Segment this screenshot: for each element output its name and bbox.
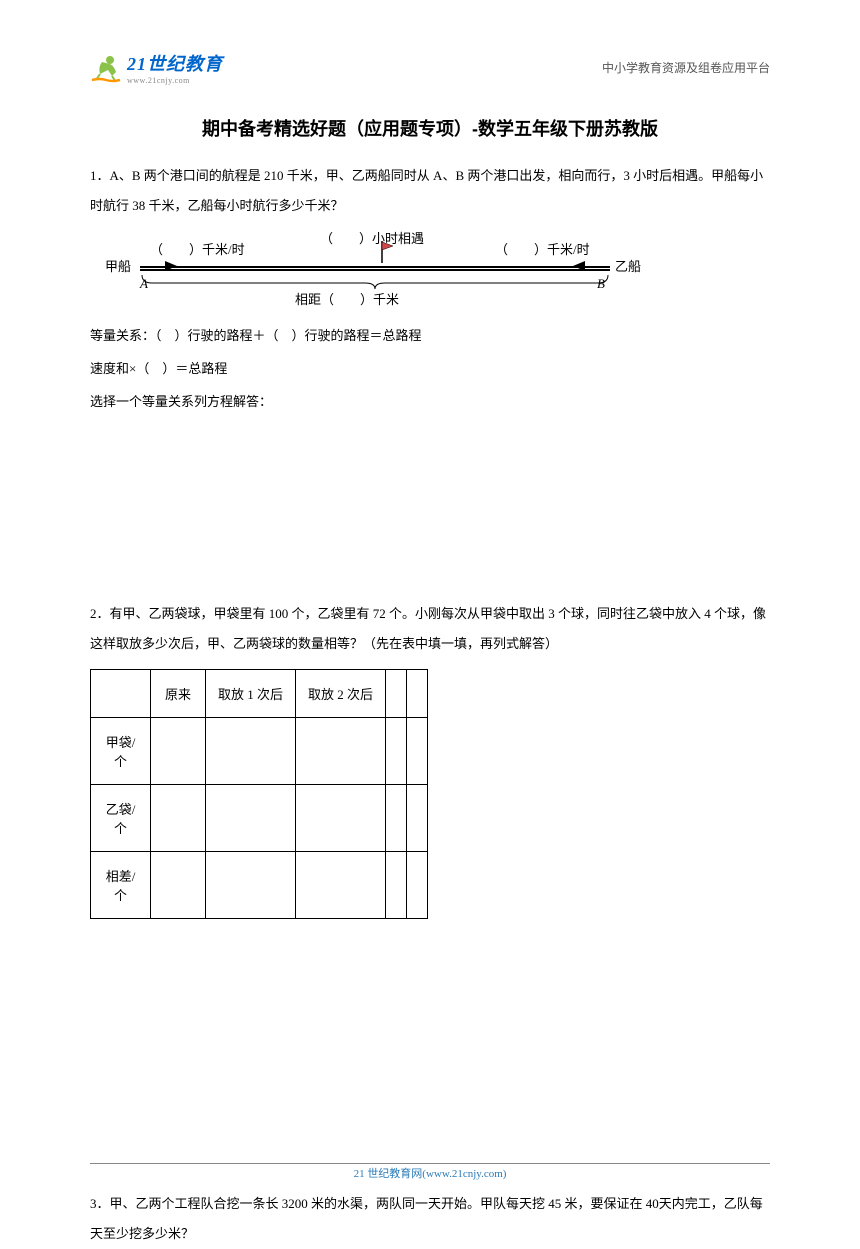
page-title: 期中备考精选好题（应用题专项）-数学五年级下册苏教版 <box>90 115 770 141</box>
table-cell <box>151 718 206 785</box>
table-header-4 <box>386 670 407 718</box>
table-header-0 <box>91 670 151 718</box>
table-row: 乙袋/个 <box>91 785 428 852</box>
diagram-ship-a: 甲船 <box>105 256 131 275</box>
table-header-row: 原来 取放 1 次后 取放 2 次后 <box>91 670 428 718</box>
table-header-1: 原来 <box>151 670 206 718</box>
table-cell <box>386 718 407 785</box>
arrow-right-icon <box>165 261 177 271</box>
table-cell <box>407 718 428 785</box>
table-row: 甲袋/个 <box>91 718 428 785</box>
arrow-left-icon <box>573 261 585 271</box>
table-cell <box>206 852 296 919</box>
question-2: 2．有甲、乙两袋球，甲袋里有 100 个，乙袋里有 72 个。小刚每次从甲袋中取… <box>90 599 770 659</box>
table-header-3: 取放 2 次后 <box>296 670 386 718</box>
diagram-ship-b: 乙船 <box>615 256 641 275</box>
logo-text: 21世纪教育 www.21cnjy.com <box>127 50 223 85</box>
data-table: 原来 取放 1 次后 取放 2 次后 甲袋/个 乙袋/个 相差/个 <box>90 669 428 919</box>
table-cell <box>386 852 407 919</box>
table-cell <box>296 785 386 852</box>
diagram-right-speed: （ ）千米/时 <box>495 239 590 258</box>
table-cell <box>206 785 296 852</box>
answer-space-1 <box>90 419 770 599</box>
flag-icon <box>380 241 394 268</box>
question-3: 3．甲、乙两个工程队合挖一条长 3200 米的水渠，两队同一天开始。甲队每天挖 … <box>90 1189 770 1249</box>
table-cell <box>386 785 407 852</box>
table-cell <box>296 718 386 785</box>
question-1: 1．A、B 两个港口间的航程是 210 千米，甲、乙两船同时从 A、B 两个港口… <box>90 161 770 221</box>
table-row: 相差/个 <box>91 852 428 919</box>
table-cell: 相差/个 <box>91 852 151 919</box>
logo-main-text: 21世纪教育 <box>127 50 223 76</box>
relation-2: 速度和×（ ）＝总路程 <box>90 354 770 384</box>
logo: 21世纪教育 www.21cnjy.com <box>90 50 223 85</box>
page-footer: 21 世纪教育网(www.21cnjy.com) <box>0 1165 860 1181</box>
relation-1: 等量关系：（ ）行驶的路程＋（ ）行驶的路程＝总路程 <box>90 321 770 351</box>
diagram-distance: 相距（ ）千米 <box>295 289 399 308</box>
table-cell <box>151 852 206 919</box>
relation-3: 选择一个等量关系列方程解答： <box>90 387 770 417</box>
diagram-left-speed: （ ）千米/时 <box>150 239 245 258</box>
table-cell <box>296 852 386 919</box>
table-cell <box>151 785 206 852</box>
table-cell: 甲袋/个 <box>91 718 151 785</box>
logo-sub-text: www.21cnjy.com <box>127 76 223 85</box>
table-cell <box>407 852 428 919</box>
table-header-2: 取放 1 次后 <box>206 670 296 718</box>
diagram-line <box>140 269 610 271</box>
table-cell: 乙袋/个 <box>91 785 151 852</box>
table-cell <box>206 718 296 785</box>
header-right-text: 中小学教育资源及组卷应用平台 <box>602 59 770 76</box>
diagram-center-time: （ ）小时相遇 <box>320 228 424 247</box>
table-header-5 <box>407 670 428 718</box>
diagram-q1: （ ）千米/时 （ ）小时相遇 （ ）千米/时 甲船 乙船 A B 相距（ ）千… <box>105 231 645 311</box>
table-q2: 原来 取放 1 次后 取放 2 次后 甲袋/个 乙袋/个 相差/个 <box>90 669 770 919</box>
logo-icon <box>90 52 122 84</box>
footer-divider <box>90 1163 770 1164</box>
page-header: 21世纪教育 www.21cnjy.com 中小学教育资源及组卷应用平台 <box>90 50 770 85</box>
answer-space-2 <box>90 949 770 1189</box>
table-cell <box>407 785 428 852</box>
